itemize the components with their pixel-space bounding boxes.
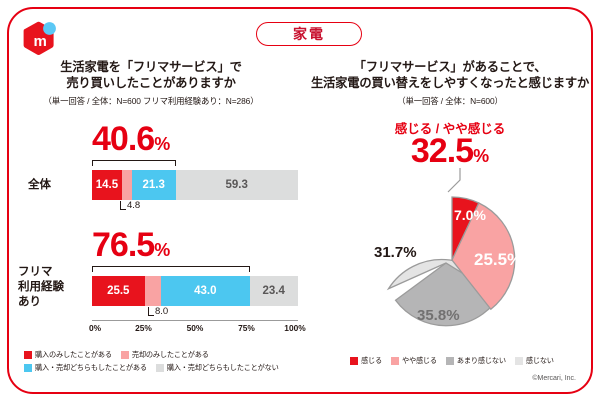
right-legend-item-yaya-kanjiru: やや感じる	[390, 356, 437, 366]
left-row1-seg-sale-only	[121, 170, 132, 200]
left-legend-row-2: 購入・売却どちらもしたことがある 購入・売却どちらもしたことがない	[24, 363, 288, 373]
bar-axis-line	[92, 320, 298, 321]
legend-swatch-yaya-kanjiru-icon	[390, 357, 399, 365]
left-row2-seg-both-value: 43.0	[194, 285, 217, 297]
right-question-title-line1: 「フリマサービス」があることで、	[353, 60, 547, 74]
left-row1-callout: 4.8	[120, 200, 140, 211]
right-legend-item-kanjiru: 感じる	[350, 356, 382, 366]
pie-chart: 7.0% 25.5% 35.8% 31.7%	[358, 183, 548, 343]
pie-callout-leader	[447, 168, 461, 193]
axis-tick-100: 100%	[284, 323, 306, 333]
copyright-text: ©Mercari, Inc.	[532, 375, 576, 382]
left-row1-highlight: 40.6%	[92, 122, 170, 156]
left-row2-callout-value: 8.0	[155, 306, 169, 317]
pie-slice-yaya-kanjiru	[451, 202, 516, 311]
left-legend-item-both: 購入・売却どちらもしたことがある	[24, 363, 147, 373]
left-row2-seg-purchase-only: 25.5	[92, 276, 145, 306]
right-question-subtitle: （単一回答 / 全体：N=600）	[397, 96, 503, 106]
left-row2-seg-both: 43.0	[160, 276, 250, 306]
category-badge: 家電	[256, 22, 362, 46]
category-badge-label: 家電	[293, 26, 325, 42]
pie-label-amari-kanjinai: 35.8%	[417, 307, 460, 324]
left-row2-label-line1: フリマ	[18, 266, 53, 278]
left-legend: 購入のみしたことがある 売却のみしたことがある 購入・売却どちらもしたことがある…	[24, 350, 288, 376]
left-legend-item-neither: 購入・売却どちらもしたことがない	[155, 363, 279, 373]
left-row2-highlight: 76.5%	[92, 228, 170, 262]
left-row1-seg-neither: 59.3	[175, 170, 298, 200]
legend-swatch-purchase-only-icon	[24, 351, 32, 359]
left-row2-seg-neither: 23.4	[249, 276, 298, 306]
left-row2-bar: 25.5 43.0 23.4	[92, 276, 298, 306]
pie-label-yaya-kanjiru: 25.5%	[474, 250, 523, 269]
left-row2-label-line2: 利用経験	[18, 281, 64, 293]
left-legend-item-purchase-only: 購入のみしたことがある	[24, 350, 112, 360]
right-legend-label-kanjinai: 感じない	[525, 356, 554, 365]
left-legend-label-sale-only: 売却のみしたことがある	[131, 350, 209, 359]
right-highlight: 32.5%	[300, 134, 600, 168]
left-question-title-line1: 生活家電を「フリマサービス」で	[60, 60, 242, 74]
right-legend-label-kanjiru: 感じる	[361, 356, 382, 365]
left-row2-highlight-pct: %	[154, 240, 171, 260]
left-row2-bracket	[92, 266, 250, 272]
left-panel: 生活家電を「フリマサービス」で 売り買いしたことがありますか （単一回答 / 全…	[18, 60, 306, 376]
right-highlight-value: 32.5	[410, 132, 474, 170]
left-row1-callout-value: 4.8	[127, 200, 141, 211]
pie-label-kanjinai: 31.7%	[374, 244, 417, 261]
left-row1-highlight-value: 40.6	[92, 120, 155, 158]
left-question-title-line2: 売り買いしたことがありますか	[66, 76, 236, 90]
right-legend-row: 感じる やや感じる あまり感じない 感じない	[350, 356, 563, 366]
legend-swatch-sale-only-icon	[120, 351, 129, 359]
left-row1-seg-both: 21.3	[131, 170, 176, 200]
axis-tick-0: 0%	[88, 323, 102, 333]
legend-swatch-kanjiru-icon	[350, 357, 358, 365]
left-row1-label: 全体	[28, 179, 51, 191]
pie-exploded-group	[451, 196, 516, 311]
left-row2-seg-sale-only	[144, 276, 161, 306]
right-legend-label-yaya-kanjiru: やや感じる	[401, 356, 437, 365]
left-row1-seg-purchase-only: 14.5	[92, 170, 122, 200]
left-row1-bar: 14.5 21.3 59.3	[92, 170, 298, 200]
right-legend-item-kanjinai: 感じない	[514, 356, 554, 366]
left-row2-seg-neither-value: 23.4	[262, 285, 285, 297]
legend-swatch-kanjinai-icon	[514, 357, 523, 365]
left-legend-label-neither: 購入・売却どちらもしたことがない	[166, 363, 279, 372]
right-question-title-line2: 生活家電の買い替えをしやすくなったと感じますか	[310, 76, 590, 90]
left-row1-bracket	[92, 160, 176, 166]
right-legend: 感じる やや感じる あまり感じない 感じない	[350, 356, 563, 369]
left-legend-label-purchase-only: 購入のみしたことがある	[35, 350, 112, 359]
right-highlight-caption: 感じる / やや感じる	[394, 122, 506, 136]
left-row1-seg-both-value: 21.3	[142, 179, 165, 191]
legend-swatch-amari-kanjinai-icon	[445, 357, 454, 365]
svg-text:m: m	[34, 33, 47, 50]
legend-swatch-neither-icon	[155, 364, 164, 372]
right-legend-item-amari-kanjinai: あまり感じない	[445, 356, 506, 366]
legend-swatch-both-icon	[24, 364, 32, 372]
right-highlight-pct: %	[473, 146, 490, 166]
axis-tick-25: 25%	[135, 323, 152, 333]
right-panel: 「フリマサービス」があることで、 生活家電の買い替えをしやすくなったと感じますか…	[300, 0, 600, 401]
left-row2-callout: 8.0	[148, 306, 168, 317]
left-question-subtitle: （単一回答 / 全体：N=600 フリマ利用経験あり：N=286）	[43, 96, 259, 106]
left-legend-row-1: 購入のみしたことがある 売却のみしたことがある	[24, 350, 288, 360]
left-row2-label-line3: あり	[18, 296, 41, 308]
left-row1-highlight-pct: %	[154, 134, 171, 154]
axis-tick-75: 75%	[238, 323, 255, 333]
pie-label-kanjiru: 7.0%	[454, 207, 486, 223]
right-legend-label-amari-kanjinai: あまり感じない	[456, 356, 506, 365]
left-legend-label-both: 購入・売却どちらもしたことがある	[35, 363, 147, 372]
left-row2-highlight-value: 76.5	[92, 226, 155, 264]
left-row2-seg-purchase-only-value: 25.5	[107, 285, 130, 297]
left-row1-seg-neither-value: 59.3	[225, 179, 248, 191]
mercari-logo: m	[18, 17, 60, 59]
left-row1-seg-purchase-only-value: 14.5	[95, 179, 119, 191]
left-legend-item-sale-only: 売却のみしたことがある	[120, 350, 209, 360]
axis-tick-50: 50%	[186, 323, 204, 333]
left-row2-label: フリマ 利用経験 あり	[18, 265, 90, 310]
